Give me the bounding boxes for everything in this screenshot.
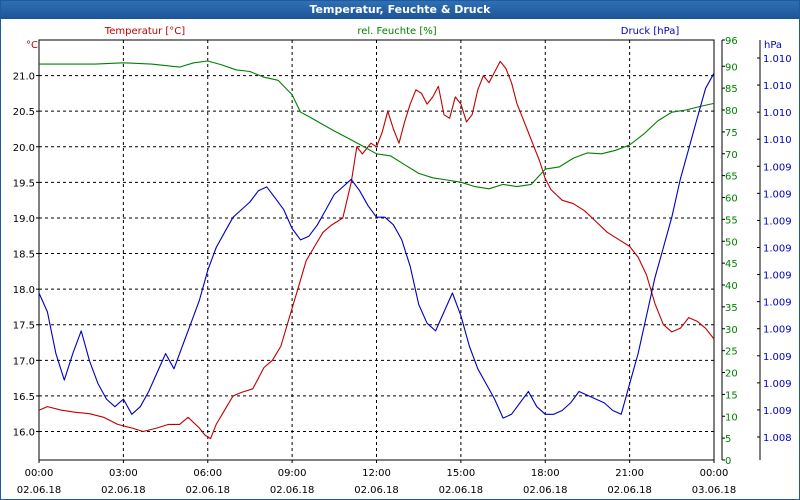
- x-tick-time: 00:00: [25, 468, 54, 479]
- temperature-axis-title: Temperatur [°C]: [104, 26, 185, 37]
- pressure-tick-label: 1.010: [763, 108, 792, 119]
- temperature-tick-label: 16.5: [13, 392, 35, 403]
- temperature-tick-label: 17.0: [13, 356, 35, 367]
- x-tick-time: 15:00: [446, 468, 475, 479]
- humidity-tick-label: 55: [725, 215, 738, 226]
- humidity-tick-label: 85: [725, 84, 738, 95]
- humidity-tick-label: 10: [725, 412, 738, 423]
- x-tick-date: 02.06.18: [185, 485, 230, 496]
- pressure-tick-label: 1.009: [763, 271, 792, 282]
- x-tick-date: 02.06.18: [270, 485, 315, 496]
- pressure-unit-label: hPa: [764, 40, 782, 51]
- humidity-tick-label: 45: [725, 259, 738, 270]
- humidity-tick-label: 0: [725, 456, 731, 467]
- pressure-tick-label: 1.010: [763, 135, 792, 146]
- temperature-unit-label: °C: [26, 40, 38, 51]
- x-tick-time: 00:00: [700, 468, 729, 479]
- x-tick-time: 12:00: [362, 468, 391, 479]
- pressure-tick-label: 1.009: [763, 244, 792, 255]
- x-tick-time: 03:00: [109, 468, 138, 479]
- humidity-tick-label: 35: [725, 303, 738, 314]
- pressure-tick-label: 1.010: [763, 54, 792, 65]
- temperature-tick-label: 19.0: [13, 214, 35, 225]
- humidity-tick-label: 75: [725, 128, 738, 139]
- series-line-humidity: [39, 60, 715, 190]
- pressure-tick-label: 1.008: [763, 433, 792, 444]
- pressure-tick-label: 1.010: [763, 81, 792, 92]
- temperature-tick-label: 20.5: [13, 107, 35, 118]
- humidity-tick-label: 96: [725, 36, 738, 47]
- x-tick-time: 06:00: [193, 468, 222, 479]
- chart-title: Temperatur, Feuchte & Druck: [1, 1, 799, 19]
- x-tick-date: 02.06.18: [101, 485, 146, 496]
- series-line-pressure: [38, 72, 715, 419]
- temperature-tick-label: 20.0: [13, 143, 35, 154]
- temperature-tick-label: 21.0: [13, 72, 35, 83]
- pressure-tick-label: 1.009: [763, 325, 792, 336]
- temperature-tick-label: 18.5: [13, 250, 35, 261]
- humidity-tick-label: 25: [725, 347, 738, 358]
- pressure-tick-label: 1.009: [763, 406, 792, 417]
- pressure-tick-label: 1.009: [763, 379, 792, 390]
- humidity-tick-label: 15: [725, 390, 738, 401]
- x-tick-date: 02.06.18: [354, 485, 399, 496]
- humidity-tick-label: 20: [725, 369, 738, 380]
- temperature-tick-label: 19.5: [13, 178, 35, 189]
- humidity-tick-label: 65: [725, 172, 738, 183]
- humidity-axis-title: rel. Feuchte [%]: [357, 26, 436, 37]
- humidity-tick-label: 5: [725, 434, 731, 445]
- humidity-tick-label: 80: [725, 106, 738, 117]
- pressure-tick-label: 1.009: [763, 189, 792, 200]
- humidity-tick-label: 70: [725, 150, 738, 161]
- pressure-tick-label: 1.009: [763, 216, 792, 227]
- x-tick-date: 02.06.18: [607, 485, 652, 496]
- humidity-tick-label: 90: [725, 62, 738, 73]
- x-tick-date: 02.06.18: [439, 485, 484, 496]
- x-tick-date: 02.06.18: [17, 485, 62, 496]
- humidity-tick-label: 30: [725, 325, 738, 336]
- humidity-tick-label: 60: [725, 194, 738, 205]
- pressure-tick-label: 1.009: [763, 162, 792, 173]
- x-tick-date: 03.06.18: [692, 485, 737, 496]
- x-tick-time: 09:00: [278, 468, 307, 479]
- temperature-tick-label: 17.5: [13, 321, 35, 332]
- temperature-tick-label: 16.0: [13, 428, 35, 439]
- humidity-tick-label: 50: [725, 237, 738, 248]
- pressure-tick-label: 1.009: [763, 352, 792, 363]
- pressure-tick-label: 1.009: [763, 298, 792, 309]
- series-line-temperature: [38, 60, 715, 440]
- x-tick-time: 18:00: [531, 468, 560, 479]
- x-tick-time: 21:00: [615, 468, 644, 479]
- pressure-axis-title: Druck [hPa]: [621, 26, 680, 37]
- x-tick-date: 02.06.18: [523, 485, 568, 496]
- humidity-tick-label: 40: [725, 281, 738, 292]
- temperature-tick-label: 18.0: [13, 285, 35, 296]
